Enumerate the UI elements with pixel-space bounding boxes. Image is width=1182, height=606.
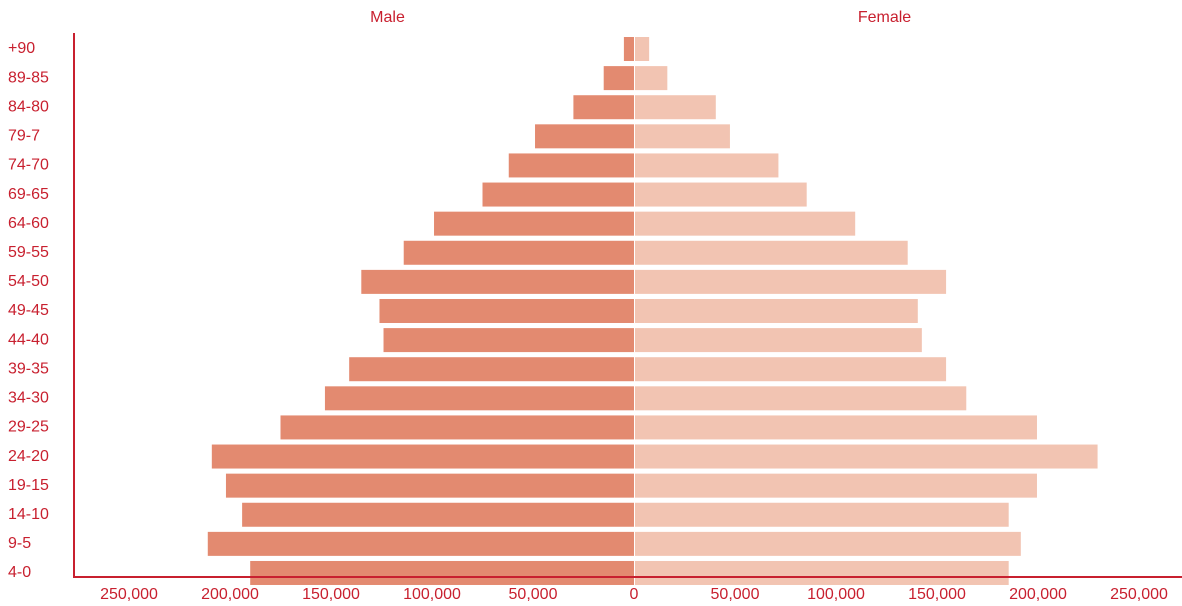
bar (635, 444, 1098, 469)
bar (508, 153, 634, 178)
y-tick-label: 89-85 (8, 69, 49, 86)
x-tick-label: 200,000 (1009, 586, 1067, 603)
y-tick-label: 59-55 (8, 244, 49, 261)
legend-label: Female (858, 9, 911, 26)
bar (635, 357, 947, 382)
y-tick-label: +90 (8, 40, 35, 57)
x-tick-label: 0 (630, 586, 639, 603)
y-tick-label: 29-25 (8, 419, 49, 436)
bar (383, 328, 634, 353)
bar (361, 269, 634, 294)
bar (635, 298, 918, 323)
bar (225, 473, 634, 498)
bar (573, 95, 634, 120)
bar (635, 415, 1037, 440)
x-tick-label: 100,000 (807, 586, 865, 603)
bar (635, 66, 668, 91)
bar (635, 502, 1009, 527)
y-tick-label: 19-15 (8, 477, 49, 494)
y-tick-label: 9-5 (8, 535, 31, 552)
bar (635, 328, 922, 353)
bar (635, 124, 730, 149)
bar (324, 386, 634, 411)
x-tick-label: 150,000 (302, 586, 360, 603)
y-tick-label: 49-45 (8, 302, 49, 319)
bar (379, 298, 634, 323)
x-tick-label: 250,000 (100, 586, 158, 603)
bar (635, 473, 1037, 498)
bar (211, 444, 634, 469)
bar (635, 386, 967, 411)
x-tick-label: 100,000 (403, 586, 461, 603)
bar (280, 415, 634, 440)
y-tick-label: 14-10 (8, 506, 49, 523)
y-tick-label: 34-30 (8, 390, 49, 407)
bar (623, 37, 634, 61)
y-tick-label: 24-20 (8, 448, 49, 465)
y-tick-label: 74-70 (8, 157, 49, 174)
y-tick-label: 39-35 (8, 360, 49, 377)
bar (635, 153, 779, 178)
y-tick-label: 79-7 (8, 128, 40, 145)
bar (635, 95, 716, 120)
bar (242, 502, 634, 527)
bar (482, 182, 634, 207)
bar (207, 531, 634, 556)
y-tick-label: 84-80 (8, 98, 49, 115)
x-tick-label: 50,000 (711, 586, 760, 603)
bar (603, 66, 634, 91)
bar (635, 531, 1021, 556)
bar (635, 240, 908, 265)
x-tick-label: 150,000 (908, 586, 966, 603)
bar (403, 240, 634, 265)
y-tick-label: 44-40 (8, 331, 49, 348)
x-tick-label: 200,000 (201, 586, 259, 603)
y-tick-label: 54-50 (8, 273, 49, 290)
y-tick-label: 64-60 (8, 215, 49, 232)
bar (250, 560, 634, 585)
bar (635, 211, 856, 236)
bar (349, 357, 634, 382)
y-tick-label: 4-0 (8, 564, 31, 581)
bar (635, 560, 1009, 585)
x-tick-label: 250,000 (1110, 586, 1168, 603)
bar (635, 269, 947, 294)
y-tick-label: 69-65 (8, 186, 49, 203)
x-tick-label: 50,000 (509, 586, 558, 603)
bar (535, 124, 634, 149)
legend-label: Male (370, 9, 405, 26)
bar (434, 211, 634, 236)
bar (635, 37, 650, 61)
bar (635, 182, 807, 207)
